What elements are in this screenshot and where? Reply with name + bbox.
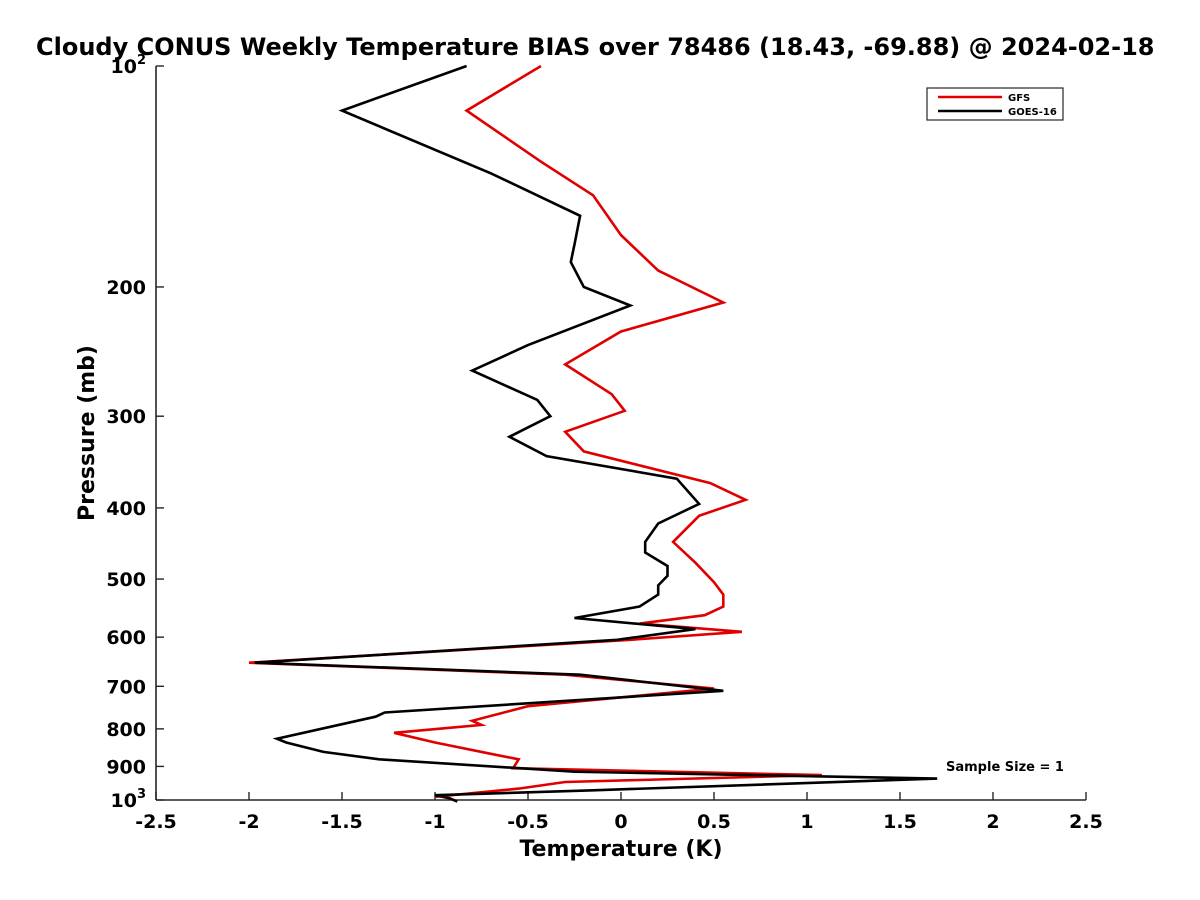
x-tick-label: -2.5 xyxy=(135,811,177,833)
y-tick-label: 102 xyxy=(111,53,147,78)
x-tick-label: 0 xyxy=(614,811,627,833)
y-tick-label: 900 xyxy=(106,756,146,778)
x-tick-label: -2 xyxy=(238,811,259,833)
y-tick-label: 400 xyxy=(106,498,146,520)
series-line-goes-16 xyxy=(254,64,938,803)
legend-box xyxy=(926,87,1064,121)
y-tick-label-exponent: 3 xyxy=(137,787,146,802)
x-tick-label: 0.5 xyxy=(697,811,731,833)
legend: GFS GOES-16 xyxy=(926,87,1064,121)
x-tick-label: 2 xyxy=(986,811,999,833)
y-tick-label: 500 xyxy=(106,569,146,591)
legend-label-gfs: GFS xyxy=(1008,93,1030,104)
y-tick-label-base: 10 xyxy=(111,790,137,812)
y-tick-label-base: 10 xyxy=(111,56,137,78)
y-tick-label: 600 xyxy=(106,627,146,649)
legend-label-goes-16: GOES-16 xyxy=(1008,107,1057,118)
series-lines xyxy=(248,64,938,803)
x-tick-label: -1.5 xyxy=(321,811,363,833)
x-tick-label: -0.5 xyxy=(507,811,549,833)
y-tick-label: 700 xyxy=(106,676,146,698)
y-tick-label: 200 xyxy=(106,277,146,299)
x-tick-label: -1 xyxy=(424,811,445,833)
x-axis-label: Temperature (K) xyxy=(519,837,722,862)
y-tick-label: 103 xyxy=(111,787,147,812)
x-tick-label: 2.5 xyxy=(1069,811,1103,833)
y-tick-label: 800 xyxy=(106,719,146,741)
y-axis-label: Pressure (mb) xyxy=(75,345,100,521)
x-tick-label: 1.5 xyxy=(883,811,917,833)
sample-size-annotation: Sample Size = 1 xyxy=(946,760,1064,775)
chart-title: Cloudy CONUS Weekly Temperature BIAS ove… xyxy=(36,33,1154,61)
y-tick-label-exponent: 2 xyxy=(137,53,146,68)
series-line-gfs xyxy=(248,64,822,799)
x-ticks: -2.5 -2 -1.5 -1 -0.5 0 0.5 1 1.5 2 2.5 xyxy=(135,792,1103,833)
y-tick-label: 300 xyxy=(106,406,146,428)
x-tick-label: 1 xyxy=(800,811,813,833)
